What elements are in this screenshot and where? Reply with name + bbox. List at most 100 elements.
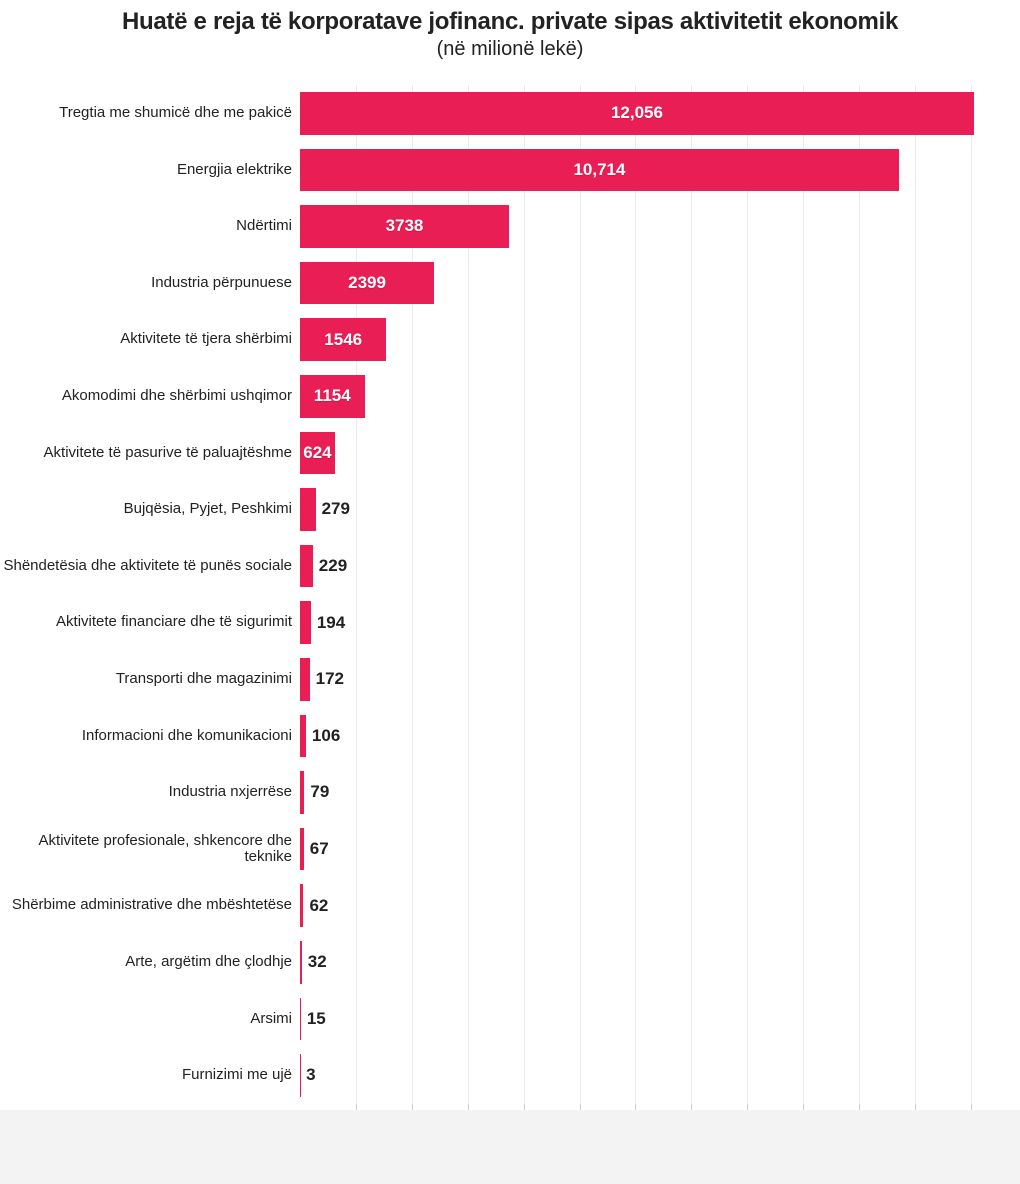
x-tick (747, 1104, 748, 1110)
bar-value: 79 (310, 782, 329, 802)
x-tick (691, 1104, 692, 1110)
bar-track: 12,056 (300, 85, 982, 142)
bar: 10,714 (300, 149, 899, 192)
bar-row: Aktivitete të tjera shërbimi 1546 (0, 311, 1020, 368)
bar-track: 229 (300, 538, 982, 595)
bar-track: 15 (300, 991, 982, 1048)
x-tick (524, 1104, 525, 1110)
bar-row: Arte, argëtim dhe çlodhje 32 (0, 934, 1020, 991)
bar-value: 10,714 (573, 160, 625, 180)
category-label: Aktivitete të tjera shërbimi (0, 331, 300, 348)
bar-value: 3 (306, 1065, 315, 1085)
bar: 3738 (300, 205, 509, 248)
bar-row: Shërbime administrative dhe mbështetëse6… (0, 877, 1020, 934)
bar-value: 172 (316, 669, 344, 689)
bar-value: 106 (312, 726, 340, 746)
category-label: Transporti dhe magazinimi (0, 671, 300, 688)
bar: 1546 (300, 318, 386, 361)
category-label: Arsimi (0, 1011, 300, 1028)
x-tick (803, 1104, 804, 1110)
bar-track: 172 (300, 651, 982, 708)
chart-title: Huatë e reja të korporatave jofinanc. pr… (0, 8, 1020, 36)
category-label: Akomodimi dhe shërbimi ushqimor (0, 388, 300, 405)
bar-row: Energjia elektrike 10,714 (0, 142, 1020, 199)
bar-row: Akomodimi dhe shërbimi ushqimor 1154 (0, 368, 1020, 425)
x-tick (468, 1104, 469, 1110)
bar-value: 2399 (348, 273, 386, 293)
category-label: Shërbime administrative dhe mbështetëse (0, 897, 300, 914)
category-label: Aktivitete profesionale, shkencore dhe t… (0, 833, 300, 866)
bar: 62 (300, 884, 303, 927)
category-label: Industria përpunuese (0, 275, 300, 292)
bar: 67 (300, 828, 304, 871)
bar-track: 624 (300, 425, 982, 482)
title-block: Huatë e reja të korporatave jofinanc. pr… (0, 0, 1020, 61)
chart-subtitle: (në milionë lekë) (0, 38, 1020, 61)
x-tick (580, 1104, 581, 1110)
bar: 1154 (300, 375, 365, 418)
bar-row: Transporti dhe magazinimi172 (0, 651, 1020, 708)
bar: 194 (300, 601, 311, 644)
footer-band (0, 1110, 1020, 1184)
bar: 106 (300, 715, 306, 758)
bar: 172 (300, 658, 310, 701)
category-label: Shëndetësia dhe aktivitete të punës soci… (0, 558, 300, 575)
chart-container: Huatë e reja të korporatave jofinanc. pr… (0, 0, 1020, 1184)
category-label: Energjia elektrike (0, 162, 300, 179)
bar-row: Arsimi15 (0, 991, 1020, 1048)
category-label: Aktivitete të pasurive të paluajtëshme (0, 445, 300, 462)
bar-value: 229 (319, 556, 347, 576)
bar-row: Ndërtimi 3738 (0, 198, 1020, 255)
bar-track: 279 (300, 481, 982, 538)
bar-track: 106 (300, 708, 982, 765)
bar: 79 (300, 771, 304, 814)
bar-track: 10,714 (300, 142, 982, 199)
category-label: Furnizimi me ujë (0, 1067, 300, 1084)
bar: 15 (300, 998, 301, 1041)
bar-value: 67 (310, 839, 329, 859)
x-tick (971, 1104, 972, 1110)
x-tick (356, 1104, 357, 1110)
bar-value: 3738 (386, 216, 424, 236)
bar-track: 1154 (300, 368, 982, 425)
bar-row: Furnizimi me ujë 3 (0, 1047, 1020, 1104)
bar-row: Aktivitete profesionale, shkencore dhe t… (0, 821, 1020, 878)
bar-track: 3738 (300, 198, 982, 255)
plot-area: Tregtia me shumicë dhe me pakicë12,056En… (0, 85, 1020, 1105)
bar-row: Aktivitete të pasurive të paluajtëshme62… (0, 425, 1020, 482)
bar-rows: Tregtia me shumicë dhe me pakicë12,056En… (0, 85, 1020, 1104)
bar-value: 62 (309, 896, 328, 916)
bar-row: Industria përpunuese 2399 (0, 255, 1020, 312)
bar-track: 194 (300, 594, 982, 651)
bar-value: 194 (317, 613, 345, 633)
x-tick (859, 1104, 860, 1110)
bar-track: 2399 (300, 255, 982, 312)
category-label: Informacioni dhe komunikacioni (0, 728, 300, 745)
x-tick (412, 1104, 413, 1110)
bar-track: 62 (300, 877, 982, 934)
x-tick (635, 1104, 636, 1110)
bar: 12,056 (300, 92, 974, 135)
category-label: Arte, argëtim dhe çlodhje (0, 954, 300, 971)
category-label: Ndërtimi (0, 218, 300, 235)
bar-value: 32 (308, 952, 327, 972)
bar: 2399 (300, 262, 434, 305)
bar: 624 (300, 432, 335, 475)
bar-track: 67 (300, 821, 982, 878)
bar-value: 1546 (324, 330, 362, 350)
bar-row: Bujqësia, Pyjet, Peshkimi279 (0, 481, 1020, 538)
bar-value: 279 (322, 499, 350, 519)
bar-row: Tregtia me shumicë dhe me pakicë12,056 (0, 85, 1020, 142)
bar-row: Aktivitete financiare dhe të sigurimit19… (0, 594, 1020, 651)
bar-row: Informacioni dhe komunikacioni106 (0, 708, 1020, 765)
bar-value: 1154 (314, 386, 351, 406)
bar-row: Shëndetësia dhe aktivitete të punës soci… (0, 538, 1020, 595)
bar-value: 12,056 (611, 103, 663, 123)
x-tick (915, 1104, 916, 1110)
bar-track: 3 (300, 1047, 982, 1104)
category-label: Aktivitete financiare dhe të sigurimit (0, 614, 300, 631)
bar: 229 (300, 545, 313, 588)
bar-row: Industria nxjerrëse79 (0, 764, 1020, 821)
bar-track: 79 (300, 764, 982, 821)
bar-track: 32 (300, 934, 982, 991)
